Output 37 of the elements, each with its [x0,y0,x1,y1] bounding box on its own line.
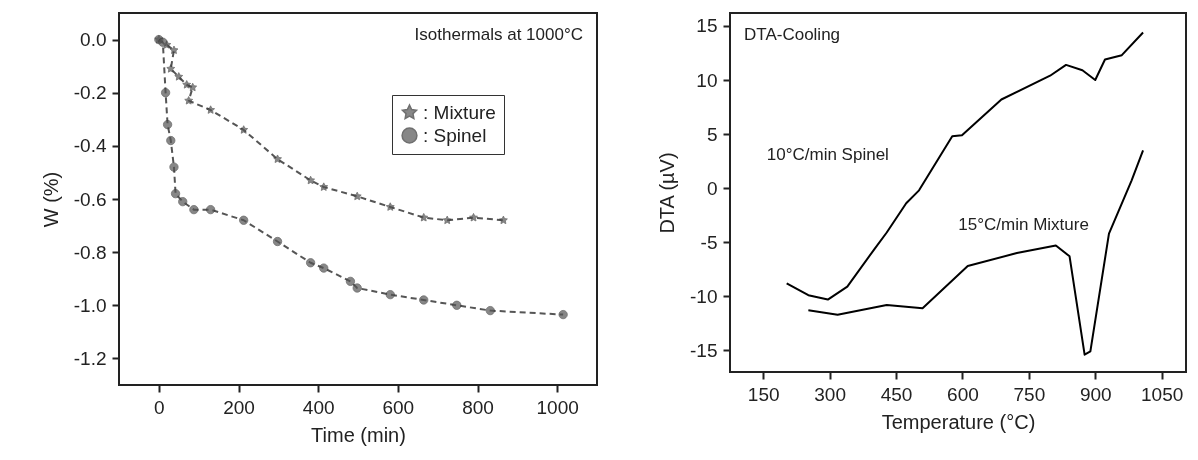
y-tick-label: -15 [690,339,718,361]
legend-label: : Spinel [423,124,487,146]
x-tick-label: 1000 [536,396,579,418]
x-tick-label: 300 [814,383,846,405]
x-tick-label: 900 [1079,383,1112,405]
x-tick-label: 750 [1013,383,1046,405]
annotation: Isothermals at 1000°C [414,25,583,44]
x-tick-label: 600 [382,396,415,418]
y-tick-label: 15 [696,15,718,37]
y-tick-label: -0.6 [73,188,107,210]
y-tick-label: 0.0 [80,29,107,51]
y-tick-label: 0 [706,177,718,199]
annotation: 15°C/min Mixture [958,215,1089,235]
y-tick-label: -5 [700,231,718,253]
x-tick-label: 800 [462,396,494,418]
y-tick-label: -10 [690,285,718,307]
y-axis-title: W (%) [39,171,62,228]
x-axis-title: Time (min) [311,423,406,446]
y-axis-title: DTA (µV) [656,152,679,234]
annotation: 10°C/min Spinel [766,145,889,165]
y-tick-label: -0.4 [73,135,107,157]
x-tick-label: 400 [302,396,335,418]
x-tick-label: 600 [947,383,979,405]
y-tick-label: -0.8 [73,241,107,263]
y-tick-label: -1.2 [73,347,107,369]
x-tick-label: 200 [223,396,255,418]
x-tick-label: 450 [880,383,913,405]
x-axis-title: Temperature (°C) [881,410,1036,433]
x-tick-label: 0 [154,396,165,418]
legend-label: : Mixture [423,101,496,123]
y-tick-label: 10 [696,69,718,91]
y-tick-label: -0.2 [73,82,107,104]
y-tick-label: -1.0 [73,294,107,316]
annotation: DTA-Cooling [744,25,841,44]
x-tick-label: 150 [747,383,780,405]
x-tick-label: 1050 [1141,383,1184,405]
y-tick-label: 5 [706,123,718,145]
